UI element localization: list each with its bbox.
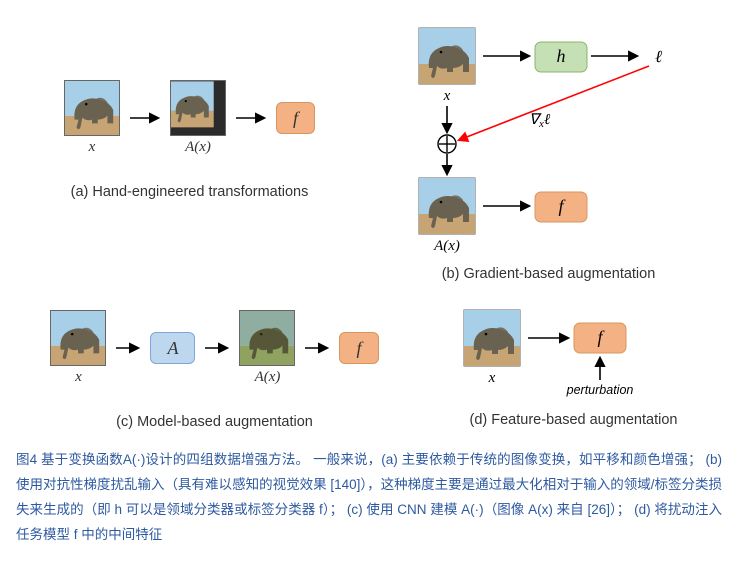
caption-a: (a) Hand-engineered transformations	[71, 184, 309, 200]
f-box: f	[276, 102, 315, 134]
panel-c: x A A(x) f (c) Model-based augmentation	[25, 310, 405, 430]
elephant-green-image	[239, 310, 295, 366]
label-h: h	[556, 46, 565, 66]
diagram-c: x A A(x) f	[50, 310, 378, 386]
main-caption: 图4 基于变换函数A(·)设计的四组数据增强方法。 一般来说，(a) 主要依赖于…	[10, 448, 728, 548]
arrow-icon	[114, 342, 142, 354]
label-ax: A(x)	[185, 139, 211, 156]
elephant-image	[64, 80, 120, 136]
panel-b: x h ℓ ∇xℓ	[379, 20, 719, 282]
label-x: x	[442, 88, 450, 104]
label-ax: A(x)	[433, 238, 460, 254]
figure-4: x A(x) f (a) Hand-engineered transformat…	[10, 20, 728, 548]
caption-c: (c) Model-based augmentation	[116, 414, 313, 430]
arrow-icon	[303, 342, 331, 354]
red-gradient-arrow	[459, 66, 649, 140]
arrow-icon	[234, 112, 268, 124]
elephant-translated-image	[170, 80, 226, 136]
panel-a: x A(x) f (a) Hand-engineered transformat…	[20, 20, 360, 200]
label-perturbation: perturbation	[565, 383, 633, 397]
label-x: x	[487, 370, 495, 386]
image-ax-a: A(x)	[170, 80, 226, 156]
image-ax-c: A(x)	[239, 310, 295, 386]
label-grad: ∇xℓ	[529, 112, 550, 130]
panel-d: x f perturbation (d) Feature-based augme…	[434, 310, 714, 428]
caption-d: (d) Feature-based augmentation	[470, 412, 678, 428]
a-box: A	[150, 332, 195, 364]
label-ax: A(x)	[255, 369, 281, 386]
diagram-b: x h ℓ ∇xℓ	[399, 20, 699, 250]
label-x: x	[75, 369, 82, 386]
caption-b: (b) Gradient-based augmentation	[442, 266, 656, 282]
image-x-c: x	[50, 310, 106, 386]
f-box: f	[339, 332, 378, 364]
elephant-image	[50, 310, 106, 366]
arrow-icon	[128, 112, 162, 124]
arrow-icon	[203, 342, 231, 354]
row-2: x A A(x) f (c) Model-based augmentation	[10, 310, 728, 430]
row-1: x A(x) f (a) Hand-engineered transformat…	[10, 20, 728, 282]
diagram-a: x A(x) f	[64, 80, 315, 156]
image-x-a: x	[64, 80, 120, 156]
label-ell: ℓ	[655, 47, 662, 66]
diagram-d: x f perturbation	[454, 310, 694, 394]
label-x: x	[89, 139, 96, 156]
